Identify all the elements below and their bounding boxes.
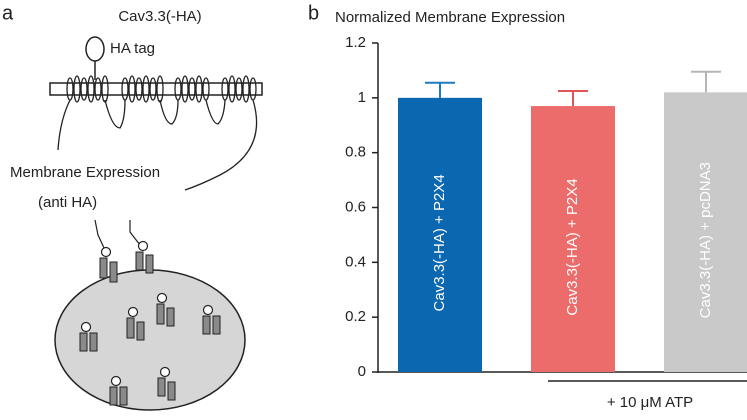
panel-label: a: [2, 2, 14, 24]
channels: [79, 251, 221, 406]
y-tick-label: 1.2: [345, 34, 366, 51]
readout-label: Membrane Expression: [10, 164, 160, 181]
antibody-label: (anti HA): [38, 194, 97, 211]
ha-tag-icon: [85, 36, 105, 62]
protein-label: Cav3.3(-HA): [118, 8, 201, 25]
y-tick-label: 0.4: [345, 253, 366, 270]
bar: [398, 97, 482, 372]
bar-label: Cav3.3(-HA) + pcDNA3: [697, 162, 714, 318]
tags: [80, 240, 214, 387]
y-tick-label: 0.6: [345, 198, 366, 215]
panel-label: b: [308, 2, 319, 24]
helices: [57, 75, 258, 191]
y-tick-label: 0: [358, 363, 366, 380]
bar: [664, 92, 747, 372]
y-tick-label: 0.2: [345, 308, 366, 325]
tag-label: HA tag: [110, 40, 155, 57]
antibody-lines: [94, 219, 141, 251]
bar-label: Cav3.3(-HA) + P2X4: [564, 178, 581, 315]
bar-label: Cav3.3(-HA) + P2X4: [431, 174, 448, 311]
diagram: a Cav3.3(-HA) HA tag Membrane Expression…: [2, 2, 263, 411]
chart-title: Normalized Membrane Expression: [335, 9, 565, 26]
y-tick-label: 1: [358, 89, 366, 106]
bar: [531, 106, 615, 372]
annotation: + 10 μM ATP: [607, 394, 693, 411]
y-tick-label: 0.8: [345, 144, 366, 161]
